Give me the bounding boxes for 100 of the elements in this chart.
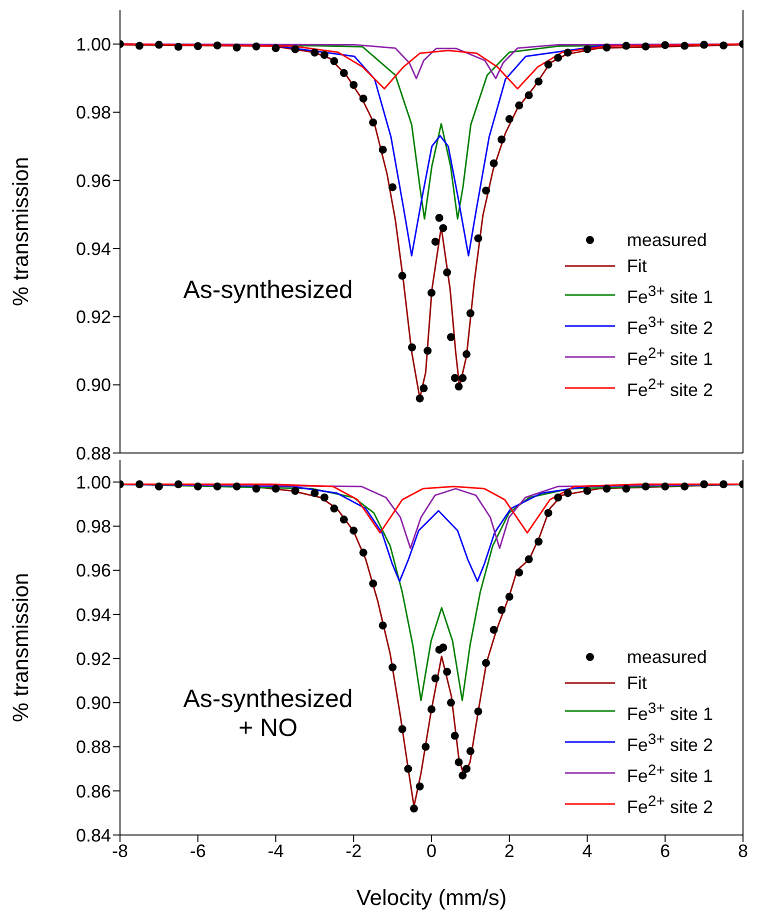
y-tick-label: 0.84 (76, 825, 111, 846)
point (424, 346, 432, 355)
x-tick-label: 8 (738, 840, 748, 861)
point (458, 374, 467, 382)
point (515, 101, 524, 110)
point (420, 384, 428, 392)
point (431, 674, 440, 682)
y-tick-label: 0.90 (76, 693, 111, 714)
point (534, 78, 543, 86)
point (404, 764, 412, 773)
point (544, 60, 552, 69)
point (474, 707, 482, 716)
point (135, 42, 144, 50)
point (291, 486, 300, 495)
point (490, 626, 498, 634)
y-tick-label: 0.88 (76, 443, 111, 464)
point (466, 747, 474, 756)
x-tick-label: -6 (190, 840, 206, 861)
point (564, 48, 572, 57)
point (422, 742, 430, 751)
point (642, 42, 650, 50)
x-tick-label: -2 (346, 840, 362, 861)
x-axis-title: Velocity (mm/s) (356, 885, 507, 910)
point (583, 45, 592, 54)
point (602, 484, 611, 493)
point (310, 48, 319, 57)
point (602, 43, 611, 52)
point (213, 482, 222, 490)
point (544, 508, 552, 517)
legend-label: Fe$^{3+}$ site 2 (626, 730, 713, 757)
y-tick-label: 0.96 (76, 170, 111, 191)
point (534, 538, 543, 546)
legend-label: Fit (626, 672, 647, 695)
point (408, 343, 416, 352)
x-tick-label: 4 (582, 840, 592, 861)
point (450, 732, 459, 740)
point (154, 40, 163, 49)
x-tick-label: 0 (426, 840, 437, 861)
point (446, 698, 455, 707)
legend-label: measured (626, 229, 707, 252)
point (515, 568, 524, 576)
y-tick-label: 0.90 (76, 375, 111, 396)
legend-label: Fe$^{3+}$ site 2 (626, 313, 713, 340)
point (320, 494, 328, 502)
point (661, 41, 670, 50)
y-tick-label: 0.98 (76, 516, 111, 537)
point (194, 482, 202, 490)
point (350, 80, 358, 89)
point (720, 41, 728, 50)
y-axis-title: % transmission (8, 572, 33, 722)
annotation: As-synthesized + NO (182, 685, 354, 743)
point (428, 288, 436, 297)
point (498, 135, 506, 144)
point (340, 516, 348, 524)
legend-label: Fe$^{2+}$ site 1 (626, 760, 713, 788)
point (378, 621, 387, 630)
y-tick-label: 0.92 (76, 307, 111, 328)
point (232, 43, 241, 52)
point (680, 42, 689, 50)
point (174, 480, 182, 488)
point (439, 224, 448, 232)
point (272, 484, 280, 493)
legend-label: Fe$^{3+}$ site 1 (626, 698, 713, 726)
y-tick-label: 0.86 (76, 781, 111, 802)
point (642, 482, 650, 490)
point (505, 115, 514, 124)
legend-label: Fe$^{2+}$ site 2 (626, 792, 713, 819)
point (330, 504, 338, 513)
y-axis-title: % transmission (8, 156, 33, 306)
y-tick-label: 1.00 (76, 34, 111, 54)
point (720, 480, 728, 488)
point (462, 350, 471, 358)
point (194, 42, 202, 50)
point (524, 91, 533, 100)
point (340, 69, 348, 78)
point (416, 782, 424, 790)
point (622, 42, 630, 50)
point (680, 482, 689, 490)
y-tick-label: 0.96 (76, 560, 111, 581)
legend-label: Fe$^{2+}$ site 2 (626, 375, 713, 402)
point (252, 484, 260, 493)
point (462, 764, 471, 773)
point (388, 663, 397, 672)
point (272, 44, 280, 52)
point (310, 489, 319, 498)
point (174, 42, 182, 51)
y-tick-label: 1.00 (76, 472, 111, 492)
point (213, 41, 222, 50)
legend-label: Fit (626, 255, 647, 278)
point (369, 580, 378, 588)
point (482, 658, 490, 667)
point (564, 489, 572, 498)
point (474, 234, 482, 242)
point (454, 758, 463, 766)
x-tick-label: -8 (112, 840, 128, 861)
y-tick-label: 0.88 (76, 737, 111, 758)
point (320, 50, 328, 59)
point (443, 268, 452, 276)
point (443, 668, 452, 676)
x-tick-label: -4 (268, 840, 284, 861)
